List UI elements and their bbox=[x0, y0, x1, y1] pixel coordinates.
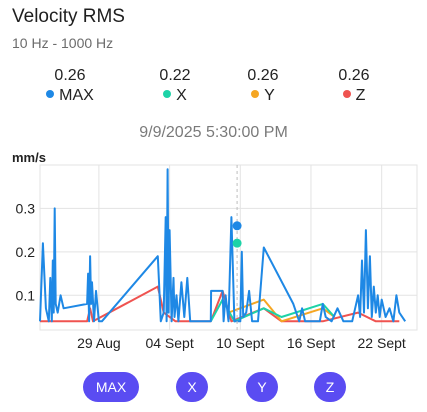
y-button[interactable]: Y bbox=[246, 372, 278, 402]
plot-frame bbox=[39, 164, 418, 331]
stat-max: 0.26 MAX bbox=[25, 66, 115, 106]
x-tick-label: 29 Aug bbox=[77, 335, 121, 351]
highlight-point-x bbox=[232, 238, 242, 248]
stat-x-value: 0.22 bbox=[159, 67, 191, 84]
series-line-max bbox=[39, 168, 407, 323]
stat-max-label: MAX bbox=[59, 87, 94, 104]
selected-timestamp: 9/9/2025 5:30:00 PM bbox=[139, 124, 288, 141]
z-dot-icon bbox=[342, 90, 351, 98]
stat-z: 0.26 Z bbox=[309, 66, 399, 106]
stat-z-value: 0.26 bbox=[338, 67, 370, 84]
y-dot-icon bbox=[251, 90, 260, 98]
velocity-chart[interactable]: 0.1 0.2 0.3 29 Aug 04 Sept 10 Sept 16 Sept 22 S… bbox=[0, 160, 427, 360]
stat-y-value: 0.26 bbox=[247, 67, 279, 84]
x-tick-label: 04 Sept bbox=[145, 335, 193, 351]
x-tick-label: 10 Sept bbox=[216, 335, 264, 351]
x-dot-icon bbox=[163, 90, 172, 98]
y-tick-label: 0.3 bbox=[16, 200, 36, 216]
stat-max-value: 0.26 bbox=[54, 67, 86, 84]
highlight-point-max bbox=[232, 221, 242, 231]
frequency-range: 10 Hz - 1000 Hz bbox=[12, 35, 114, 51]
x-tick-label: 16 Sept bbox=[287, 335, 335, 351]
z-button[interactable]: Z bbox=[314, 372, 346, 402]
stat-y-label: Y bbox=[264, 87, 275, 104]
stat-z-label: Z bbox=[355, 87, 366, 104]
stat-x-label: X bbox=[176, 87, 187, 104]
page-title: Velocity RMS bbox=[12, 6, 125, 27]
y-tick-label: 0.1 bbox=[16, 287, 36, 303]
stat-y: 0.26 Y bbox=[218, 66, 308, 106]
max-button[interactable]: MAX bbox=[83, 372, 139, 402]
x-button[interactable]: X bbox=[176, 372, 208, 402]
series-line-y bbox=[228, 298, 336, 323]
max-dot-icon bbox=[46, 90, 55, 98]
stat-x: 0.22 X bbox=[130, 66, 220, 106]
x-tick-label: 22 Sept bbox=[358, 335, 406, 351]
y-tick-label: 0.2 bbox=[16, 244, 36, 260]
y-axis-unit: mm/s bbox=[12, 150, 46, 165]
